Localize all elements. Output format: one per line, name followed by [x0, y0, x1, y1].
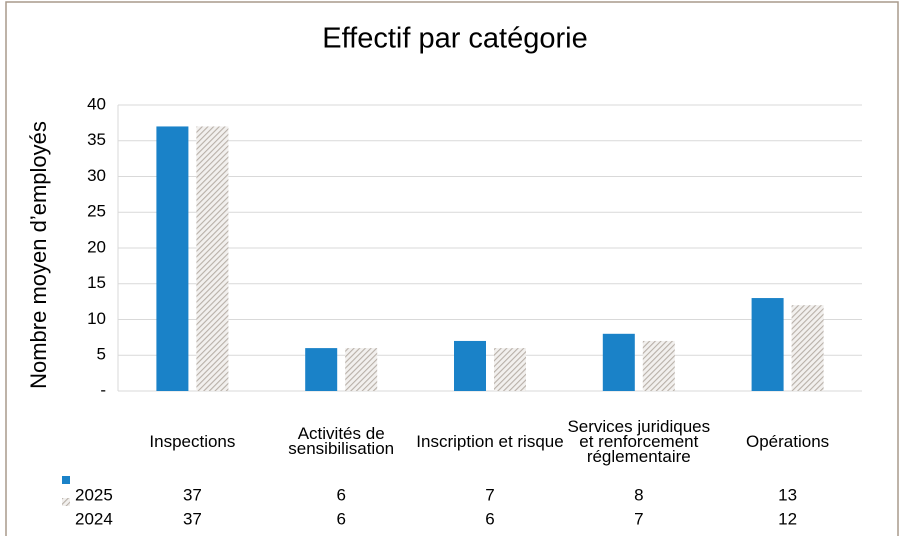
bar [454, 340, 486, 391]
legend-swatch [62, 476, 70, 484]
chart-title: Effectif par catégorie [322, 23, 587, 55]
table-value: 7 [485, 485, 494, 504]
y-tick-label: 35 [87, 130, 106, 149]
y-tick-label: 40 [87, 94, 106, 113]
legend-swatch [62, 498, 70, 506]
table-value: 13 [778, 485, 797, 504]
x-tick-label: Opérations [746, 431, 830, 451]
bar [305, 348, 338, 391]
table-value: 6 [485, 509, 494, 528]
table-value: 6 [336, 509, 345, 528]
y-tick-label: 15 [87, 273, 106, 292]
table-value: 7 [634, 509, 643, 528]
y-tick-label: 5 [97, 345, 106, 364]
table-value: 37 [183, 485, 202, 504]
bar [156, 126, 189, 391]
y-axis-label: Nombre moyen d’employés [26, 121, 51, 389]
x-tick-label: Inscription et risque [416, 431, 564, 451]
bar [345, 348, 378, 391]
table-value: 6 [336, 485, 345, 504]
y-tick-label: - [100, 380, 106, 399]
table-value: 8 [634, 485, 643, 504]
y-tick-label: 30 [87, 166, 106, 185]
table-value: 12 [778, 509, 797, 528]
legend-label: 2024 [75, 509, 113, 528]
bar [791, 305, 824, 391]
y-tick-label: 20 [87, 237, 106, 256]
legend-label: 2025 [75, 485, 113, 504]
y-tick-label: 10 [87, 309, 106, 328]
chart-frame [5, 1, 899, 536]
bar [642, 340, 675, 391]
bar [751, 298, 784, 391]
bar [196, 126, 229, 391]
y-tick-label: 25 [87, 202, 106, 221]
x-tick-label: Inspections [149, 431, 236, 451]
x-tick-label: Activités de sensibilisation [288, 424, 395, 458]
x-tick-label: Services juridiques et renforcement régl… [567, 416, 711, 466]
table-value: 37 [183, 509, 202, 528]
bar [602, 333, 635, 391]
bar [494, 348, 526, 391]
